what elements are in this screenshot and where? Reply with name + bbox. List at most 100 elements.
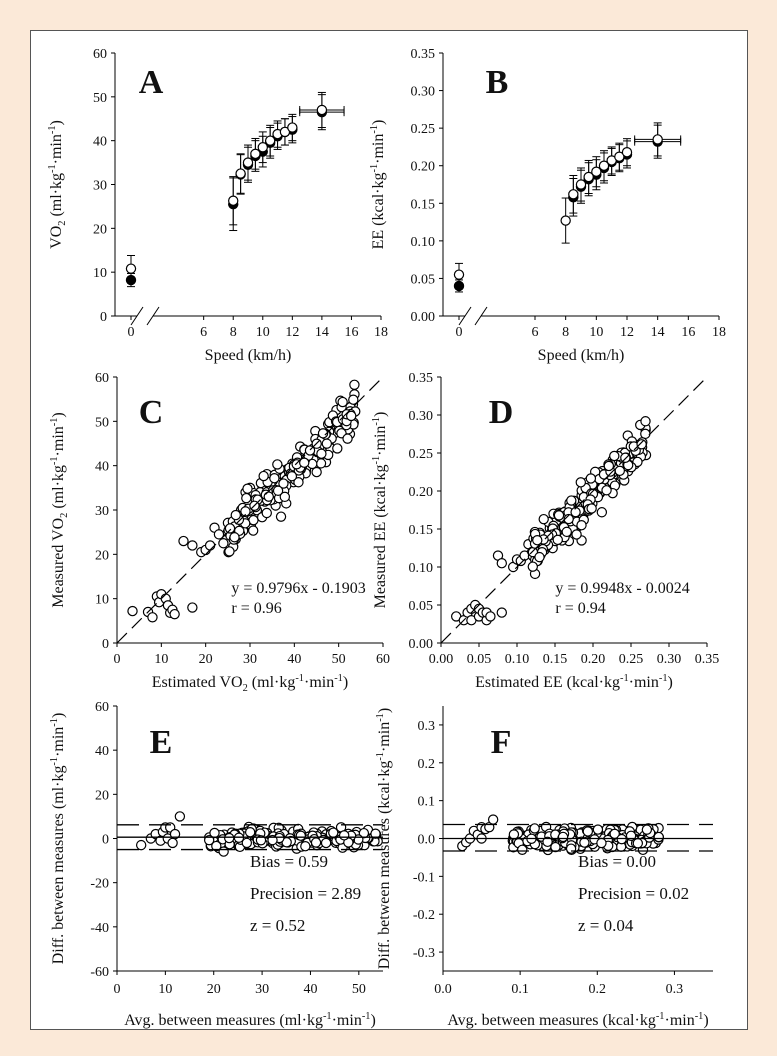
open-point: [583, 171, 594, 183]
open-point: [596, 837, 607, 849]
panel-letter: E: [150, 724, 173, 761]
open-point: [585, 473, 597, 484]
filled-point: [125, 274, 137, 286]
y-tick-label: 40: [95, 744, 109, 759]
open-point: [316, 448, 327, 459]
y-tick-label: 0.30: [409, 409, 434, 424]
open-point: [632, 838, 644, 849]
x-axis-label-part: ): [343, 674, 348, 691]
open-point: [241, 492, 252, 504]
x-tick-label: 14: [315, 325, 329, 340]
y-tick-label: 60: [93, 47, 107, 62]
y-axis-label-group: Diff. between measures (ml·kg-1​·min-1​): [49, 713, 67, 965]
open-point: [652, 134, 663, 145]
open-point: [596, 507, 608, 518]
y-axis-label-part: Measured VO: [50, 518, 67, 608]
open-point: [538, 513, 549, 525]
open-point: [561, 526, 572, 538]
x-tick-label: 14: [651, 325, 665, 340]
y-tick-label: -0.2: [413, 908, 435, 923]
y-tick-label: -40: [90, 921, 109, 936]
open-point: [258, 470, 269, 482]
x-tick-label: 10: [158, 982, 172, 997]
y-tick-label: 0.00: [409, 637, 434, 652]
open-point: [187, 540, 198, 551]
open-point: [582, 826, 594, 837]
y-tick-label: 0.05: [409, 599, 434, 614]
correlation-r: r = 0.94: [555, 600, 605, 617]
open-point: [125, 263, 137, 274]
y-tick-label: 20: [93, 222, 107, 237]
axis-break: [458, 306, 472, 326]
open-point: [568, 189, 579, 200]
scatter-points: [457, 814, 665, 856]
open-point: [553, 510, 565, 521]
x-tick-label: 18: [374, 325, 388, 340]
y-tick-label: 0: [102, 637, 109, 652]
x-tick-label: 0.0: [434, 982, 452, 997]
x-tick-label: 0.10: [505, 652, 530, 667]
y-axis-label-part: 2: [59, 513, 70, 518]
open-point: [244, 826, 256, 838]
open-point: [563, 513, 574, 525]
x-tick-label: 0: [114, 982, 121, 997]
open-point: [300, 841, 311, 852]
y-axis-label-part: -1: [47, 164, 58, 173]
y-tick-label: 40: [93, 135, 107, 150]
axis-break: [130, 306, 144, 326]
x-tick-label: 0.2: [589, 982, 607, 997]
open-point: [570, 506, 581, 518]
open-point: [565, 843, 577, 854]
x-tick-label: 18: [712, 325, 726, 340]
x-axis-label-part: Estimated EE (kcal·kg: [475, 674, 620, 691]
y-axis-label-part: ): [376, 708, 393, 713]
open-point: [579, 837, 590, 848]
open-point: [575, 477, 586, 488]
open-point: [255, 835, 267, 846]
x-tick-label: 30: [243, 652, 257, 667]
open-point: [586, 503, 597, 514]
y-tick-label: 0.35: [411, 47, 436, 62]
y-tick-label: 50: [93, 91, 107, 106]
y-axis-label-group: EE (kcal·kg-1​·min-1​): [369, 120, 387, 250]
open-point: [263, 491, 274, 502]
open-point: [517, 844, 528, 855]
x-axis-label-part: ·min: [664, 1012, 694, 1029]
open-point: [295, 830, 306, 841]
x-tick-label: 30: [255, 982, 269, 997]
y-axis-label-part: ·min: [50, 727, 67, 757]
open-point: [338, 830, 350, 841]
open-point: [211, 840, 222, 852]
open-point: [204, 540, 216, 551]
x-axis-label-part: -1: [323, 1011, 332, 1022]
y-axis-label-part: ·min: [48, 134, 65, 164]
open-point: [241, 837, 253, 849]
open-point: [566, 495, 577, 506]
y-axis-label: Diff. between measures (ml·kg-1​·min-1​): [49, 713, 67, 965]
y-axis-label-part: -1: [375, 752, 386, 761]
y-axis-label-part: ): [370, 120, 387, 125]
open-point: [576, 519, 587, 531]
y-axis-label-part: -1: [49, 418, 60, 427]
x-tick-label: 6: [200, 325, 207, 340]
x-tick-label: 10: [589, 325, 603, 340]
y-axis-label-part: (ml·kg: [48, 173, 65, 221]
panel-a: 0 10 20 30 40 50 60 0 6 8 10 12 14 16 18 A Speed (km/h) V…: [47, 47, 388, 364]
x-tick-label: 10: [154, 652, 168, 667]
y-tick-label: 0.35: [409, 371, 434, 386]
y-axis-label-group: Diff. between measures (kcal·kg-1​·min-1…: [375, 708, 393, 969]
y-tick-label: -0.3: [413, 946, 435, 961]
open-point: [560, 215, 571, 226]
open-point: [167, 837, 178, 849]
open-point: [485, 611, 496, 622]
y-tick-label: 40: [95, 460, 109, 475]
y-axis-label-part: -1: [49, 757, 60, 766]
y-tick-label: 0.1: [418, 795, 436, 810]
open-point: [275, 511, 287, 522]
open-point: [187, 602, 198, 613]
y-axis-label-group: Measured VO2​ (ml·kg-1​·min-1​): [49, 412, 70, 608]
x-tick-label: 0.15: [543, 652, 568, 667]
open-point: [349, 379, 360, 390]
